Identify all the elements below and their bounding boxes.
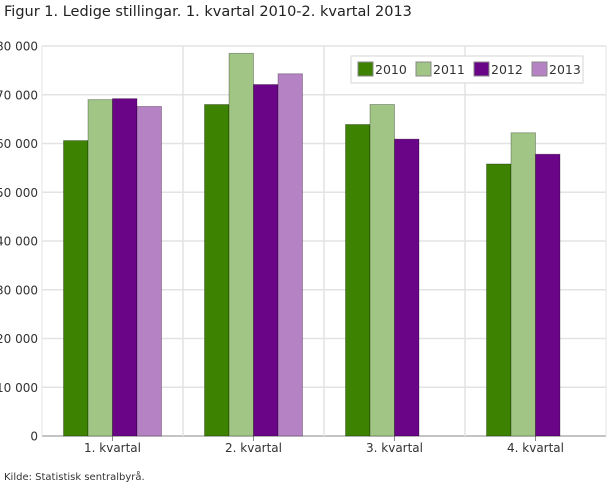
y-tick-label: 80 000 <box>0 40 38 54</box>
legend-label: 2013 <box>549 62 581 77</box>
chart-title: Figur 1. Ledige stillingar. 1. kvartal 2… <box>4 4 412 20</box>
y-tick-label: 20 000 <box>0 332 38 346</box>
bar-2010-3 <box>345 124 371 437</box>
x-tick-label: 3. kvartal <box>366 441 423 455</box>
x-tick-label: 4. kvartal <box>507 441 564 455</box>
legend-label: 2010 <box>375 62 407 77</box>
bar-2010-4 <box>486 163 512 437</box>
y-tick-label: 30 000 <box>0 283 38 297</box>
legend-swatch-2010 <box>357 61 374 77</box>
bar-2012-1 <box>112 98 138 437</box>
bar-2012-3 <box>394 138 420 437</box>
legend-swatch-2012 <box>473 61 490 77</box>
y-tick-label: 10 000 <box>0 381 38 395</box>
x-tick-label: 1. kvartal <box>84 441 141 455</box>
legend-label: 2012 <box>491 62 523 77</box>
x-tick-label: 2. kvartal <box>225 441 282 455</box>
legend-label: 2011 <box>433 62 465 77</box>
bar-2012-4 <box>535 153 561 437</box>
y-tick-label: 40 000 <box>0 235 38 249</box>
bar-2012-2 <box>253 84 279 437</box>
legend-swatch-2013 <box>531 61 548 77</box>
bar-2010-1 <box>63 140 89 437</box>
y-tick-label: 60 000 <box>0 137 38 151</box>
legend-box <box>350 55 584 84</box>
source-note: Kilde: Statistisk sentralbyrå. <box>4 472 145 483</box>
bar-2013-2 <box>277 73 303 437</box>
y-tick-label: 0 <box>30 430 38 444</box>
legend-swatch-2011 <box>415 61 432 77</box>
bar-2010-2 <box>204 104 230 437</box>
bar-2011-4 <box>510 132 536 437</box>
y-tick-label: 50 000 <box>0 186 38 200</box>
bar-2011-1 <box>87 99 113 437</box>
bar-2011-3 <box>369 104 395 437</box>
bar-2013-1 <box>136 106 162 437</box>
y-tick-label: 70 000 <box>0 88 38 102</box>
bar-2011-2 <box>228 52 254 437</box>
